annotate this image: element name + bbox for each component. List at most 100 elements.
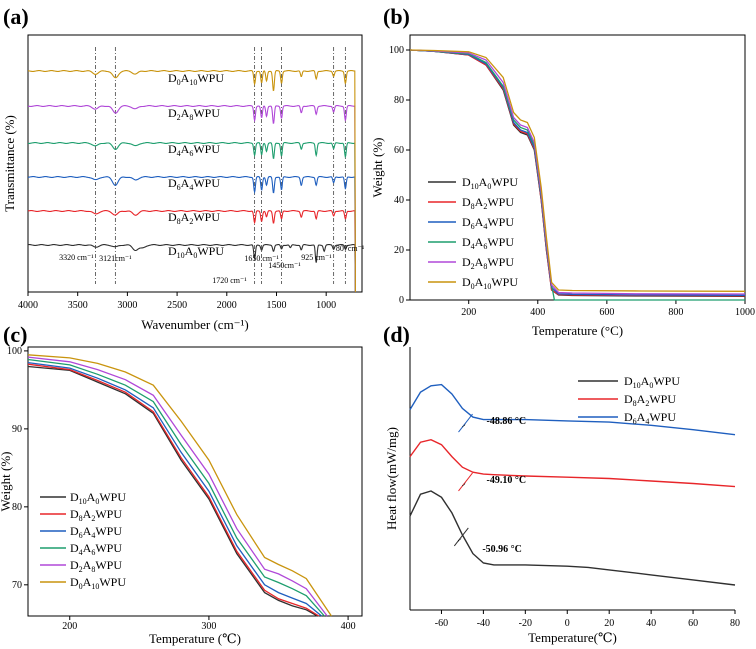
- legend-label-part: 4: [645, 417, 649, 426]
- legend-label-part: D: [624, 374, 633, 388]
- tg-marker: [453, 527, 469, 547]
- x-tick-label: 2000: [217, 300, 237, 311]
- tga-zoom-series-line: [27, 358, 325, 617]
- legend-label-part: 6: [483, 242, 487, 251]
- x-tick-label: 300: [201, 621, 216, 632]
- legend-label-part: 4: [483, 222, 487, 231]
- legend-label-part: WPU: [99, 490, 126, 504]
- legend-label-part: WPU: [487, 195, 514, 209]
- tga-zoom-series-line: [27, 361, 323, 617]
- x-tick-label: -40: [477, 618, 490, 629]
- legend-label-part: A: [475, 215, 484, 229]
- y-tick-label: 80: [12, 502, 22, 513]
- plot-frame: [27, 346, 363, 617]
- legend-label: D8A2WPU: [70, 507, 122, 523]
- x-tick-label: -20: [519, 618, 532, 629]
- ftir-series-label-part: 4: [189, 183, 193, 192]
- x-tick-label: 400: [530, 307, 545, 318]
- x-axis-label: Temperature (°C): [532, 323, 623, 338]
- x-tick-label: -60: [435, 618, 448, 629]
- legend-label-part: WPU: [649, 392, 676, 406]
- tga-zoom-series-line: [27, 354, 332, 617]
- legend-label: D4A6WPU: [70, 541, 122, 557]
- x-tick-label: 1000: [735, 307, 755, 318]
- ftir-series-label: D8A2WPU: [168, 210, 220, 226]
- ftir-series-label-part: A: [185, 244, 194, 258]
- peak-label: 925 cm⁻¹: [301, 253, 332, 262]
- ftir-series-line: [27, 244, 356, 293]
- tg-label: -49.10 °C: [487, 475, 527, 486]
- x-tick-label: 400: [341, 621, 356, 632]
- tga-zoom-series-line: [27, 356, 328, 617]
- legend-label-part: D: [462, 255, 471, 269]
- ftir-series-label-part: 8: [177, 217, 181, 226]
- plot-frame: [409, 34, 746, 301]
- legend-label-part: WPU: [487, 235, 514, 249]
- legend-label-part: A: [87, 490, 96, 504]
- legend-label-part: WPU: [99, 575, 126, 589]
- ftir-series-label-part: 0: [177, 78, 181, 87]
- x-tick-label: 200: [62, 621, 77, 632]
- legend-label-part: WPU: [487, 255, 514, 269]
- ftir-series-label-part: 8: [189, 113, 193, 122]
- legend-label-part: 4: [471, 242, 475, 251]
- x-tick-label: 1500: [266, 300, 286, 311]
- legend-label-part: D: [70, 507, 79, 521]
- legend-label-part: 2: [645, 399, 649, 408]
- x-tick-label: 600: [599, 307, 614, 318]
- y-axis-label: Heat flow(mW/mg): [384, 427, 399, 530]
- legend-label: D10A0WPU: [70, 490, 126, 506]
- legend-label-part: D: [70, 541, 79, 555]
- legend-label-part: 8: [483, 262, 487, 271]
- ftir-series-line: [27, 210, 356, 293]
- legend-label-part: WPU: [95, 507, 122, 521]
- legend-label-part: A: [637, 410, 646, 424]
- legend-label-part: D: [462, 195, 471, 209]
- tga-zoom-series-line: [27, 365, 318, 617]
- x-tick-label: 80: [730, 618, 740, 629]
- y-tick-label: 40: [394, 195, 404, 206]
- panel-label: (b): [383, 4, 410, 29]
- x-tick-label: 60: [688, 618, 698, 629]
- ftir-series-line: [27, 70, 356, 293]
- legend-label-part: 8: [471, 202, 475, 211]
- legend-label-part: A: [475, 195, 484, 209]
- legend-label-part: D: [70, 490, 79, 504]
- tga-series-line: [409, 49, 746, 296]
- tg-tangent: [462, 482, 466, 487]
- legend-label-part: 10: [633, 381, 641, 390]
- legend-label-part: 6: [79, 531, 83, 540]
- legend-label-part: 8: [633, 399, 637, 408]
- y-tick-label: 60: [394, 145, 404, 156]
- peak-label: 1450cm⁻¹: [268, 261, 301, 270]
- tga-series-line: [409, 49, 746, 297]
- ftir-series-label-part: A: [181, 142, 190, 156]
- ftir-series-label-part: A: [181, 210, 190, 224]
- legend-label-part: WPU: [653, 374, 680, 388]
- legend-label-part: 8: [79, 514, 83, 523]
- panel-label: (c): [3, 322, 27, 347]
- legend-label: D8A2WPU: [624, 392, 676, 408]
- panel-label: (d): [383, 322, 410, 347]
- legend-label-part: 0: [471, 282, 475, 291]
- ftir-series-label-part: WPU: [193, 106, 220, 120]
- peak-label: 1720 cm⁻¹: [212, 276, 247, 285]
- ftir-series-label-part: D: [168, 244, 177, 258]
- ftir-series-label-part: 2: [189, 217, 193, 226]
- legend-label: D10A0WPU: [462, 175, 518, 191]
- plot-frame: [27, 34, 363, 293]
- x-tick-label: 800: [668, 307, 683, 318]
- tg-label: -48.86 °C: [487, 416, 527, 427]
- legend-label: D6A4WPU: [70, 524, 122, 540]
- peak-label: 3320 cm⁻¹: [59, 253, 94, 262]
- peak-label: 807cm⁻¹: [336, 244, 365, 253]
- legend-label-part: WPU: [95, 541, 122, 555]
- dsc-series-line: [409, 490, 736, 586]
- legend-label-part: D: [462, 215, 471, 229]
- tga-series-line: [409, 49, 746, 292]
- ftir-series-label-part: D: [168, 210, 177, 224]
- ftir-series-label-part: WPU: [193, 142, 220, 156]
- y-tick-label: 80: [394, 95, 404, 106]
- legend-label-part: 8: [91, 565, 95, 574]
